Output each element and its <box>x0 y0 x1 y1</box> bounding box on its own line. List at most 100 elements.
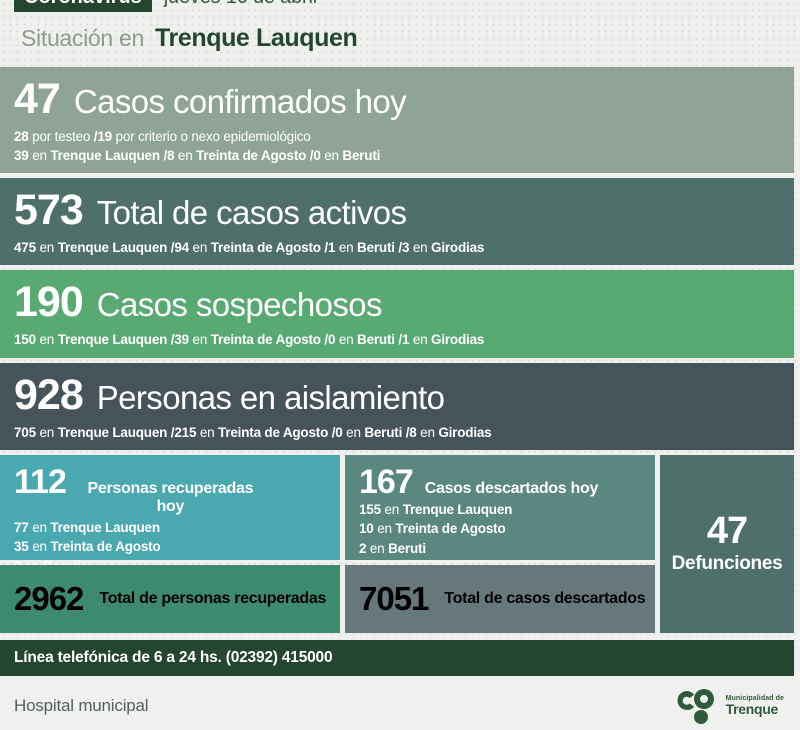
logo-line-municipalidad: Municipalidad de <box>725 694 784 702</box>
situation-place: Trenque Lauquen <box>155 24 358 52</box>
panel-number: 573 <box>14 186 84 235</box>
total-label: Total de personas recuperadas <box>99 589 327 607</box>
en-3: en <box>324 148 339 164</box>
panel-breakdown-localities: 705 en Trenque Lauquen /215 en Treinta d… <box>14 423 794 442</box>
slash-1: / <box>170 240 175 256</box>
en: en <box>377 521 392 537</box>
value-tl: 475 <box>14 240 36 256</box>
place-be: Beruti <box>357 332 395 348</box>
value-be: 1 <box>327 240 336 256</box>
total-number: 7051 <box>359 580 429 618</box>
breakdown-row: 155 en Trenque Lauquen <box>359 500 655 520</box>
header: Coronavirus jueves 16 de abril Situación… <box>0 0 800 67</box>
value-ta: 215 <box>174 424 197 440</box>
value-gi: 8 <box>409 424 417 440</box>
value: 155 <box>359 501 381 517</box>
en-2: en <box>192 240 208 256</box>
header-top-row: Coronavirus jueves 16 de abril <box>14 0 786 14</box>
panel-label: Casos confirmados hoy <box>73 83 407 120</box>
slash-2: / <box>324 332 328 348</box>
en-3: en <box>338 240 354 256</box>
breakdown-row: 2 en Beruti <box>359 539 655 559</box>
place: Treinta de Agosto <box>50 539 161 555</box>
en: en <box>369 540 385 556</box>
place-ta: Treinta de Agosto <box>218 424 329 440</box>
en-3: en <box>338 332 354 348</box>
footer-bottom: Hospital municipal Municipalidad de Tren… <box>0 676 800 725</box>
en: en <box>384 501 400 517</box>
en-4: en <box>420 424 435 440</box>
logo-circles-icon <box>673 687 719 725</box>
slash-3: / <box>309 148 314 164</box>
stat-panels: 47 Casos confirmados hoy 28 por testeo /… <box>0 67 800 455</box>
situation-title: Situación en Trenque Lauquen <box>14 16 786 67</box>
organization-label: Hospital municipal <box>14 695 149 715</box>
card-title: Casos descartados hoy <box>424 479 599 497</box>
card-column-right: 47 Defunciones <box>660 454 794 633</box>
card-column-left: 112 Personas recuperadas hoy 77 en Trenq… <box>0 454 340 633</box>
en-2: en <box>199 424 215 440</box>
value-ta: 8 <box>167 148 175 164</box>
slash-3: / <box>405 424 410 440</box>
situation-label: Situación en <box>21 25 144 51</box>
panel-number: 190 <box>14 278 84 327</box>
value-gi: 1 <box>401 332 410 348</box>
panel-headline: 190 Casos sospechosos <box>14 281 794 324</box>
slash-2: / <box>324 240 328 256</box>
panel-headline: 573 Total de casos activos <box>14 189 794 232</box>
defunciones-number: 47 <box>706 510 748 553</box>
total-number: 2962 <box>14 580 84 618</box>
value-gi: 3 <box>401 240 410 256</box>
place-gi: Girodias <box>431 332 485 348</box>
slash-2: / <box>331 424 336 440</box>
value-tl: 150 <box>14 332 36 348</box>
slash-1: / <box>170 332 175 348</box>
en-1: en <box>32 148 47 164</box>
panel-headline: 47 Casos confirmados hoy <box>14 78 794 121</box>
value-ta: 94 <box>174 240 189 256</box>
place-gi: Girodias <box>431 240 485 256</box>
panel-label: Total de casos activos <box>96 194 407 232</box>
panel-casos-confirmados-hoy: 47 Casos confirmados hoy 28 por testeo /… <box>0 67 794 174</box>
en-1: en <box>39 332 55 348</box>
panel-label: Personas en aislamiento <box>96 378 445 416</box>
slash-1: / <box>170 424 175 440</box>
panel-headline: 928 Personas en aislamiento <box>14 373 794 417</box>
en-1: en <box>39 240 55 256</box>
label-testeo: por testeo <box>32 129 91 144</box>
slash-3: / <box>398 332 402 348</box>
place: Trenque Lauquen <box>50 519 160 535</box>
slash-1: / <box>93 129 98 144</box>
slash-2: / <box>163 148 168 164</box>
place-tl: Trenque Lauquen <box>57 424 168 440</box>
panel-total-casos-activos: 573 Total de casos activos 475 en Trenqu… <box>0 178 794 266</box>
place: Beruti <box>388 540 426 556</box>
place-tl: Trenque Lauquen <box>57 240 168 256</box>
card-total-casos-descartados: 7051 Total de casos descartados <box>345 564 655 633</box>
breakdown-row: 35 en Treinta de Agosto <box>14 537 340 557</box>
card-head: 112 Personas recuperadas hoy <box>14 465 340 517</box>
value-tl: 39 <box>14 148 29 164</box>
breakdown-row: 77 en Trenque Lauquen <box>14 518 340 538</box>
panel-personas-en-aislamiento: 928 Personas en aislamiento 705 en Trenq… <box>0 362 794 450</box>
place-gi: Girodias <box>438 424 492 440</box>
place: Trenque Lauquen <box>402 501 513 517</box>
en-2: en <box>177 148 193 164</box>
place-ta: Treinta de Agosto <box>196 148 307 164</box>
card-personas-recuperadas-hoy: 112 Personas recuperadas hoy 77 en Trenq… <box>0 454 340 574</box>
card-defunciones: 47 Defunciones <box>660 454 794 633</box>
panel-breakdown-testeo: 28 por testeo /19 por criterio o nexo ep… <box>14 127 794 146</box>
place-ta: Treinta de Agosto <box>210 240 321 256</box>
coronavirus-badge: Coronavirus <box>14 0 152 12</box>
value-criterio: 19 <box>97 129 112 144</box>
card-total-personas-recuperadas: 2962 Total de personas recuperadas <box>0 564 340 633</box>
label-criterio: por criterio o nexo epidemiológico <box>115 129 311 144</box>
place: Treinta de Agosto <box>395 521 506 537</box>
panel-breakdown-localities: 150 en Trenque Lauquen /39 en Treinta de… <box>14 330 794 349</box>
en-4: en <box>412 240 428 256</box>
value-testeo: 28 <box>14 129 29 144</box>
report-date: jueves 16 de abril <box>164 0 317 12</box>
panel-breakdown-localities: 39 en Trenque Lauquen /8 en Treinta de A… <box>14 146 794 165</box>
breakdown-row: 10 en Treinta de Agosto <box>359 519 655 539</box>
en-2: en <box>192 332 208 348</box>
